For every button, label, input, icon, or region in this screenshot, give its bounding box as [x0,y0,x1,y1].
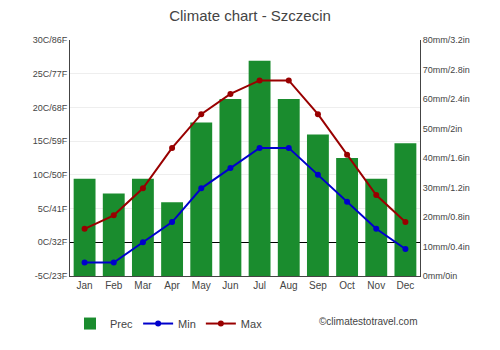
svg-text:80mm/3.2in: 80mm/3.2in [423,35,470,45]
svg-text:15C/59F: 15C/59F [33,136,68,146]
svg-text:Jan: Jan [77,280,93,291]
svg-text:Dec: Dec [397,280,415,291]
svg-text:50mm/2in: 50mm/2in [423,124,463,134]
svg-text:10C/50F: 10C/50F [33,170,68,180]
svg-text:25C/77F: 25C/77F [33,69,68,79]
svg-text:-5C/23F: -5C/23F [35,271,68,281]
svg-text:0C/32F: 0C/32F [38,237,68,247]
svg-text:Apr: Apr [164,280,180,291]
svg-text:30C/86F: 30C/86F [33,35,68,45]
svg-text:70mm/2.8in: 70mm/2.8in [423,65,470,75]
svg-text:Min: Min [178,318,196,330]
svg-text:Jun: Jun [222,280,238,291]
svg-text:©climatestotravel.com: ©climatestotravel.com [319,316,418,327]
svg-text:Max: Max [241,318,262,330]
svg-text:Mar: Mar [134,280,152,291]
svg-text:0mm/0in: 0mm/0in [423,271,458,281]
svg-text:40mm/1.6in: 40mm/1.6in [423,153,470,163]
svg-text:Sep: Sep [309,280,327,291]
svg-text:60mm/2.4in: 60mm/2.4in [423,94,470,104]
svg-text:Prec: Prec [110,318,133,330]
svg-text:Nov: Nov [367,280,385,291]
svg-text:Oct: Oct [339,280,355,291]
svg-text:Jul: Jul [253,280,266,291]
svg-text:10mm/0.4in: 10mm/0.4in [423,242,470,252]
svg-text:5C/41F: 5C/41F [38,204,68,214]
svg-text:20mm/0.8in: 20mm/0.8in [423,212,470,222]
svg-text:May: May [192,280,211,291]
svg-text:30mm/1.2in: 30mm/1.2in [423,183,470,193]
svg-text:Feb: Feb [105,280,123,291]
svg-text:Climate chart - Szczecin: Climate chart - Szczecin [169,7,331,24]
svg-text:20C/68F: 20C/68F [33,103,68,113]
svg-text:Aug: Aug [280,280,298,291]
